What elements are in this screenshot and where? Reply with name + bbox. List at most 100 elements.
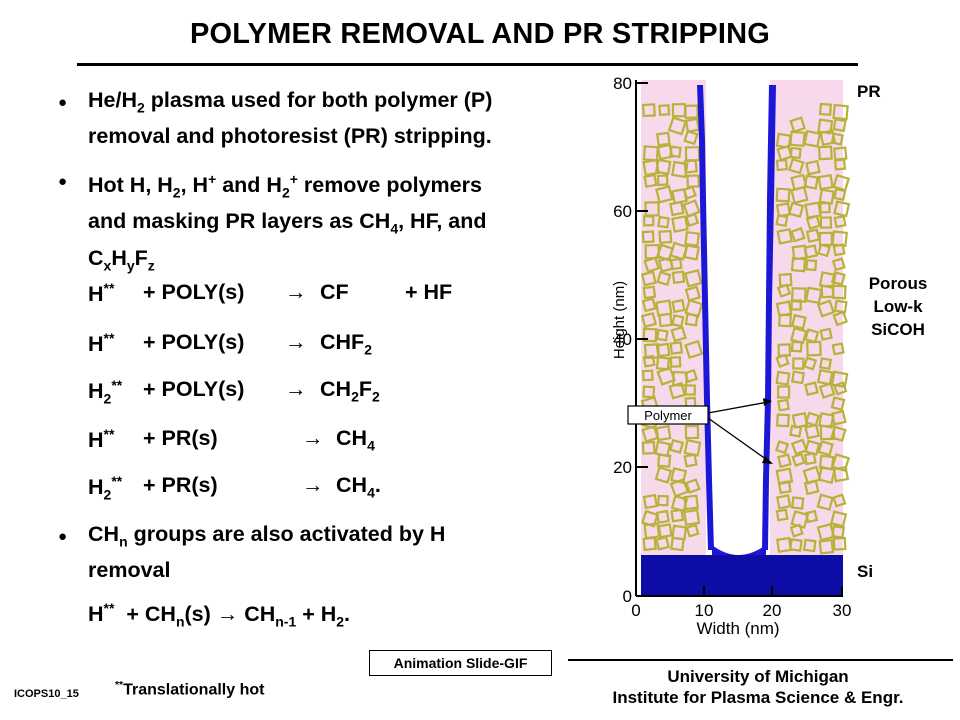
pore	[819, 102, 833, 116]
pore	[832, 536, 847, 551]
pore	[803, 479, 820, 496]
pore	[832, 173, 851, 192]
pore	[775, 158, 788, 172]
bullet-2: Hot H, H2, H+ and H2+ remove polymersand…	[88, 165, 608, 280]
si-label: Si	[857, 562, 874, 581]
reaction-lhs: H**	[88, 280, 115, 307]
pore	[776, 453, 792, 469]
pore	[775, 494, 792, 510]
polymer-right-wall	[762, 85, 776, 550]
footer-rule	[568, 659, 953, 661]
lowk-label-line-1: Porous	[868, 274, 928, 293]
pore	[790, 257, 807, 273]
pore	[833, 299, 848, 314]
pore	[805, 228, 821, 243]
pore	[670, 325, 687, 343]
pore	[805, 259, 818, 272]
reaction-lhs: H**	[88, 330, 115, 357]
pore	[830, 132, 844, 146]
pore	[642, 285, 657, 300]
animation-slide-gif-button[interactable]: Animation Slide-GIF	[369, 650, 552, 676]
pore	[656, 131, 671, 147]
pr-region-right	[770, 80, 843, 100]
pore	[685, 212, 700, 227]
pore	[802, 538, 817, 553]
pore	[656, 366, 676, 386]
pore	[818, 382, 836, 399]
pore	[669, 145, 682, 158]
pore	[685, 523, 700, 538]
pore	[789, 116, 806, 133]
x-axis-label: Width (nm)	[696, 619, 779, 638]
x-axis-ticks: 0 10 20 30	[631, 586, 851, 620]
pore	[684, 339, 704, 360]
pore	[670, 508, 685, 523]
pore	[775, 214, 789, 228]
pore	[668, 381, 687, 400]
pore	[804, 411, 821, 427]
pore	[833, 214, 847, 229]
pore	[790, 299, 802, 311]
pores	[640, 102, 851, 555]
bullet-dot-icon	[58, 522, 67, 551]
pore	[667, 116, 688, 136]
pore	[642, 385, 656, 399]
pore	[669, 341, 684, 355]
pore	[669, 438, 685, 454]
pore	[684, 384, 696, 396]
lowk-label-line-2: Low-k	[873, 297, 923, 316]
pore	[777, 480, 792, 495]
pore	[816, 368, 834, 386]
pore	[806, 340, 822, 357]
pore	[684, 117, 700, 133]
reaction-extra: + HF	[405, 280, 453, 304]
pore	[641, 440, 656, 455]
pore	[790, 227, 806, 243]
pore	[656, 270, 672, 287]
footer-institution: University of Michigan Institute for Pla…	[548, 666, 960, 708]
pore	[791, 496, 805, 510]
y-axis-ticks: 0 20 40 60 80	[613, 74, 648, 606]
pore	[792, 357, 805, 370]
pore	[655, 185, 674, 204]
pore	[830, 425, 847, 442]
pore	[683, 129, 699, 146]
pore	[775, 353, 790, 368]
pore	[818, 538, 835, 555]
pore	[658, 312, 673, 328]
pore	[683, 453, 698, 468]
lowk-label-line-3: SiCOH	[871, 320, 925, 339]
pore	[790, 438, 808, 456]
footer-line-1: University of Michigan	[667, 667, 849, 686]
pore	[776, 228, 794, 245]
x-tick-label: 0	[631, 601, 640, 620]
pore	[817, 145, 833, 161]
pore	[641, 230, 655, 244]
pore	[682, 185, 697, 200]
bullet-1: He/H2 plasma used for both polymer (P)re…	[88, 86, 608, 151]
pore	[671, 270, 686, 285]
pore	[831, 257, 846, 272]
pore	[657, 215, 670, 229]
pore	[641, 103, 656, 118]
pore	[831, 524, 846, 539]
reaction-arrow-icon: →	[285, 280, 307, 304]
x-tick-label: 20	[763, 601, 782, 620]
pore	[789, 523, 804, 538]
reaction-product: CF	[320, 280, 349, 304]
pore	[775, 202, 791, 218]
pore	[832, 493, 847, 508]
pore	[775, 187, 791, 203]
pore	[776, 283, 792, 298]
pore	[830, 409, 847, 426]
pore	[658, 229, 673, 244]
pore	[642, 354, 656, 368]
pore	[803, 174, 819, 190]
pore	[684, 230, 701, 247]
x-tick-label: 30	[833, 601, 852, 620]
pore	[819, 216, 833, 229]
pr-label: PR	[857, 82, 881, 101]
slide-id: ICOPS10_15	[14, 688, 79, 700]
pore	[789, 146, 802, 160]
